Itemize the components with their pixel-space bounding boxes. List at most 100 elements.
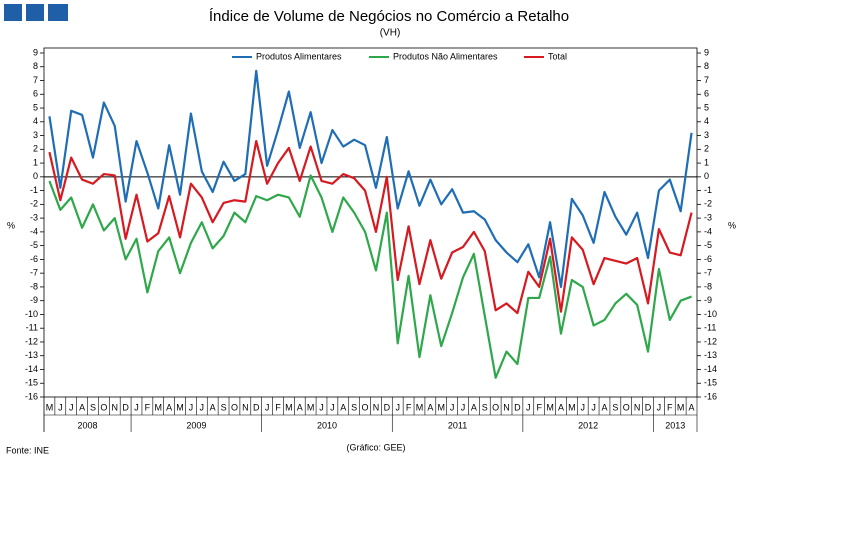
x-tick-label: O: [623, 402, 630, 412]
logo-square: [26, 4, 44, 21]
y-tick-label: 8: [33, 61, 38, 71]
y2-tick-label: -3: [704, 212, 712, 222]
y2-tick-label: 9: [704, 47, 709, 57]
y-tick-label: -8: [30, 281, 38, 291]
y2-tick-label: 7: [704, 75, 709, 85]
x-tick-label: F: [145, 402, 151, 412]
logo-square: [4, 4, 22, 21]
source: Fonte: INE: [6, 445, 49, 455]
legend-label: Produtos Alimentares: [256, 51, 342, 61]
legend-label: Produtos Não Alimentares: [393, 51, 498, 61]
x-tick-label: D: [645, 402, 652, 412]
x-tick-label: D: [253, 402, 260, 412]
y-tick-label: 7: [33, 75, 38, 85]
y-tick-label: -2: [30, 199, 38, 209]
y2-axis-label: %: [728, 220, 736, 230]
x-tick-label: A: [427, 402, 433, 412]
y2-tick-label: -14: [704, 364, 717, 374]
x-tick-label: M: [416, 402, 424, 412]
x-tick-label: M: [285, 402, 293, 412]
x-tick-label: S: [482, 402, 488, 412]
y2-tick-label: -1: [704, 185, 712, 195]
y-tick-label: -4: [30, 226, 38, 236]
y2-tick-label: -2: [704, 199, 712, 209]
y-axis-label: %: [7, 220, 15, 230]
chart-title: Índice de Volume de Negócios no Comércio…: [209, 8, 569, 25]
y2-tick-label: -7: [704, 268, 712, 278]
x-tick-label: F: [536, 402, 542, 412]
x-tick-label: O: [492, 402, 499, 412]
x-tick-label: A: [689, 402, 695, 412]
x-tick-label: N: [503, 402, 510, 412]
x-tick-label: J: [591, 402, 596, 412]
y2-tick-label: 5: [704, 102, 709, 112]
year-label: 2008: [78, 420, 98, 430]
y2-tick-label: -4: [704, 226, 712, 236]
logo-square: [48, 4, 68, 21]
y-tick-label: -3: [30, 212, 38, 222]
x-tick-label: A: [601, 402, 607, 412]
y-tick-label: 6: [33, 89, 38, 99]
y2-tick-label: -13: [704, 350, 717, 360]
y2-tick-label: -16: [704, 391, 717, 401]
x-tick-label: J: [134, 402, 139, 412]
x-tick-label: A: [558, 402, 564, 412]
y-tick-label: -13: [25, 350, 38, 360]
y2-tick-label: -12: [704, 336, 717, 346]
year-label: 2009: [186, 420, 206, 430]
y2-tick-label: 6: [704, 89, 709, 99]
x-tick-label: M: [46, 402, 54, 412]
x-tick-label: M: [307, 402, 315, 412]
x-tick-label: M: [568, 402, 576, 412]
x-tick-label: J: [319, 402, 324, 412]
x-tick-label: A: [79, 402, 85, 412]
y2-tick-label: 8: [704, 61, 709, 71]
y-tick-label: 9: [33, 47, 38, 57]
series-line: [48, 174, 692, 379]
x-tick-label: A: [471, 402, 477, 412]
y2-tick-label: 3: [704, 130, 709, 140]
chart-subtitle: (VH): [380, 28, 401, 39]
y-tick-label: 2: [33, 144, 38, 154]
x-tick-label: N: [111, 402, 118, 412]
year-label: 2010: [317, 420, 337, 430]
y-tick-label: -6: [30, 254, 38, 264]
x-tick-label: J: [580, 402, 585, 412]
series-line: [48, 69, 693, 289]
x-tick-label: M: [437, 402, 445, 412]
series-line: [48, 139, 693, 315]
y2-tick-label: 2: [704, 144, 709, 154]
y-tick-label: 0: [33, 171, 38, 181]
x-tick-label: A: [340, 402, 346, 412]
x-tick-label: J: [69, 402, 74, 412]
x-tick-label: J: [461, 402, 466, 412]
x-tick-label: F: [275, 402, 281, 412]
x-tick-label: D: [514, 402, 521, 412]
x-tick-label: N: [373, 402, 380, 412]
y-tick-label: -14: [25, 364, 38, 374]
y-tick-label: -7: [30, 268, 38, 278]
y2-tick-label: -8: [704, 281, 712, 291]
y2-tick-label: -6: [704, 254, 712, 264]
x-tick-label: F: [406, 402, 412, 412]
x-tick-label: J: [189, 402, 194, 412]
x-tick-label: F: [667, 402, 673, 412]
y-tick-label: -11: [26, 323, 38, 333]
x-tick-label: J: [265, 402, 270, 412]
x-tick-label: S: [612, 402, 618, 412]
y-tick-label: -9: [30, 295, 38, 305]
x-tick-label: S: [351, 402, 357, 412]
x-tick-label: A: [297, 402, 303, 412]
x-tick-label: A: [166, 402, 172, 412]
y2-tick-label: -9: [704, 295, 712, 305]
y2-tick-label: -5: [704, 240, 712, 250]
note: (Gráfico: GEE): [346, 442, 405, 452]
y-tick-label: 1: [33, 157, 38, 167]
x-tick-label: J: [200, 402, 205, 412]
y-tick-label: -5: [30, 240, 38, 250]
x-tick-label: M: [677, 402, 685, 412]
x-tick-label: J: [450, 402, 455, 412]
x-tick-label: M: [546, 402, 554, 412]
